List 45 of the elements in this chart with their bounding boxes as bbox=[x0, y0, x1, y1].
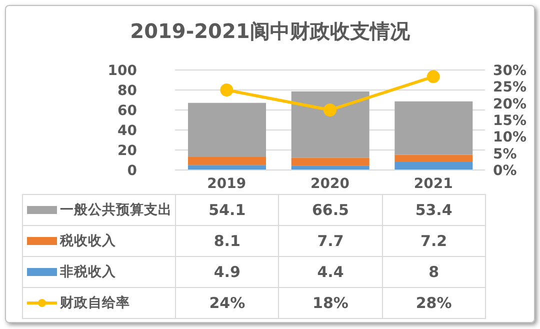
data-label: 66.5 bbox=[278, 194, 382, 226]
bar bbox=[291, 158, 370, 166]
bar bbox=[188, 165, 266, 170]
y-tick-label: 0 bbox=[127, 162, 138, 179]
data-label: 18% bbox=[278, 288, 382, 318]
y2-tick-label: 10% bbox=[493, 130, 527, 146]
data-label: 7.2 bbox=[382, 226, 486, 256]
bar bbox=[188, 157, 266, 166]
bar bbox=[291, 91, 370, 158]
data-label: 53.4 bbox=[382, 194, 486, 226]
point bbox=[324, 104, 336, 116]
y2-tick-label: 0% bbox=[493, 162, 517, 179]
y2-tick-label: 5% bbox=[493, 146, 517, 162]
x-tick-label: 2020 bbox=[310, 176, 350, 192]
bar bbox=[394, 162, 473, 170]
y-tick-label: 40 bbox=[118, 122, 138, 139]
bar bbox=[394, 154, 473, 162]
y-tick-label: 100 bbox=[108, 62, 138, 79]
data-label: 7.7 bbox=[278, 226, 382, 256]
legend-label: 财政自给率 bbox=[60, 295, 130, 311]
y2-tick-label: 25% bbox=[493, 80, 527, 96]
y-tick-label: 60 bbox=[118, 102, 138, 119]
bar bbox=[394, 101, 473, 155]
data-label: 8.1 bbox=[176, 226, 279, 256]
bar bbox=[291, 166, 370, 170]
data-label: 4.9 bbox=[176, 256, 279, 288]
y2-tick-label: 30% bbox=[493, 62, 527, 79]
data-label: 4.4 bbox=[278, 256, 382, 288]
point bbox=[220, 84, 234, 96]
data-label: 8 bbox=[382, 256, 486, 288]
legend-label: 一般公共预算支出 bbox=[60, 202, 172, 218]
x-tick-label: 2019 bbox=[207, 176, 246, 192]
y-tick-label: 80 bbox=[118, 82, 138, 99]
legend-label: 税收收入 bbox=[60, 233, 116, 249]
y-tick-label: 20 bbox=[118, 142, 138, 159]
x-tick-label: 2021 bbox=[414, 176, 453, 192]
point bbox=[426, 70, 440, 84]
data-label: 28% bbox=[382, 288, 486, 318]
y2-tick-label: 15% bbox=[493, 112, 527, 129]
chart-title: 2019-2021阆中财政收支情况 bbox=[129, 18, 411, 45]
data-label: 54.1 bbox=[176, 194, 279, 226]
bar bbox=[188, 102, 266, 157]
y2-tick-label: 20% bbox=[493, 96, 527, 112]
legend-label: 非税收入 bbox=[60, 264, 116, 280]
data-label: 24% bbox=[176, 288, 279, 318]
